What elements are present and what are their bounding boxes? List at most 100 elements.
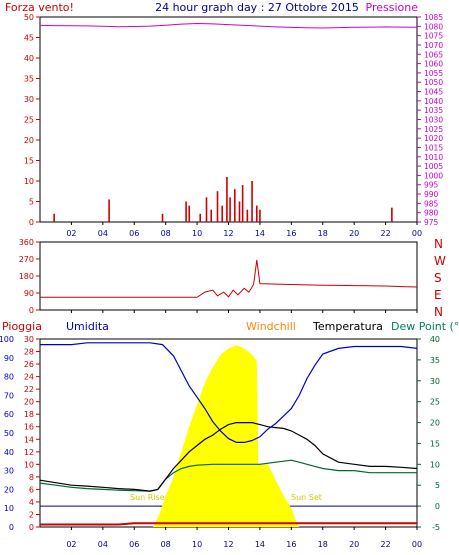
- wind-bar: [233, 189, 236, 222]
- rain-tick-label: 18: [24, 410, 34, 419]
- compass-label: E: [434, 288, 442, 302]
- wind-bar: [251, 181, 253, 222]
- wind-tick-label: 5: [29, 198, 34, 207]
- rain-tick-label: 10: [24, 460, 34, 469]
- temp-tick-label: 0: [435, 502, 440, 511]
- rain-tick-label: 8: [29, 473, 34, 482]
- x-tick-label: 22: [380, 540, 390, 549]
- x-tick-label: 12: [223, 229, 233, 238]
- rain-tick-label: 4: [29, 498, 34, 507]
- pressure-tick-label: 1060: [424, 60, 443, 69]
- pressure-tick-label: 1065: [424, 50, 443, 59]
- temp-tick-label: 40: [430, 335, 440, 344]
- humidity-tick-label: 20: [4, 485, 14, 494]
- pressure-tick-label: 1025: [424, 125, 443, 134]
- rain-tick-label: 30: [24, 335, 34, 344]
- wind-tick-label: 40: [24, 54, 34, 63]
- graph-title: 24 hour graph day : 27 Ottobre 2015: [155, 1, 359, 14]
- wind-tick-label: 10: [24, 177, 34, 186]
- rain-tick-label: 0: [29, 523, 34, 532]
- humidity-tick-label: 50: [4, 429, 14, 438]
- legend-temperature: Temperatura: [312, 320, 383, 333]
- wind-bar: [255, 205, 258, 222]
- wind-tick-label: 50: [24, 13, 34, 22]
- wind-direction-line: [40, 259, 418, 298]
- x-tick-label: 06: [129, 229, 139, 238]
- x-tick-label: 08: [161, 229, 171, 238]
- temp-tick-label: 15: [430, 439, 440, 448]
- pressure-tick-label: 990: [424, 190, 439, 199]
- wind-bar: [241, 185, 244, 222]
- compass-label: N: [434, 237, 443, 251]
- x-tick-label: 10: [192, 229, 202, 238]
- x-tick-label: 14: [255, 229, 265, 238]
- x-tick-label: 12: [223, 540, 233, 549]
- legend-humidity: Umidita: [66, 320, 109, 333]
- x-tick-label: 08: [161, 540, 171, 549]
- x-tick-label: 16: [286, 540, 296, 549]
- temp-tick-label: 35: [430, 356, 440, 365]
- wind-bar: [238, 201, 241, 222]
- rain-tick-label: 26: [24, 360, 34, 369]
- rain-tick-label: 20: [24, 398, 34, 407]
- temp-tick-label: 25: [430, 398, 440, 407]
- rain-tick-label: 22: [24, 385, 34, 394]
- x-tick-label: 22: [380, 229, 390, 238]
- rain-tick-label: 24: [24, 373, 34, 382]
- humidity-tick-label: 0: [9, 523, 14, 532]
- temp-tick-label: -5: [432, 523, 440, 532]
- direction-tick-label: 0: [29, 306, 34, 315]
- legend-rain: Pioggia: [2, 320, 42, 333]
- x-tick-label: 20: [349, 540, 359, 549]
- temp-tick-label: 20: [430, 419, 440, 428]
- pressure-tick-label: 1070: [424, 41, 443, 50]
- x-tick-label: 00: [412, 540, 422, 549]
- x-tick-label: 20: [349, 229, 359, 238]
- temp-tick-label: 30: [430, 377, 440, 386]
- rain-tick-label: 28: [24, 348, 34, 357]
- humidity-tick-label: 100: [0, 335, 14, 344]
- wind-bar: [185, 201, 187, 222]
- wind-bar: [199, 213, 202, 222]
- wind-bar: [229, 197, 231, 222]
- pressure-tick-label: 1040: [424, 97, 443, 106]
- humidity-tick-label: 70: [4, 391, 14, 400]
- wind-bar: [205, 197, 208, 222]
- chart-marks: 0510152025303540455097598098599099510001…: [0, 13, 446, 549]
- rain-tick-label: 14: [24, 435, 34, 444]
- direction-tick-label: 180: [19, 272, 34, 281]
- pressure-tick-label: 1055: [424, 69, 443, 78]
- sun-rise-label: Sun Rise: [130, 493, 165, 502]
- humidity-line: [40, 342, 418, 443]
- humidity-tick-label: 30: [4, 467, 14, 476]
- rain-tick-label: 6: [29, 485, 34, 494]
- temp-tick-label: 5: [435, 481, 440, 490]
- wind-tick-label: 0: [29, 218, 34, 227]
- sun-set-label: Sun Set: [291, 493, 322, 502]
- temperature-line: [39, 422, 418, 492]
- pressure-tick-label: 1075: [424, 32, 443, 41]
- pressure-tick-label: 1015: [424, 143, 443, 152]
- x-tick-label: 14: [255, 540, 265, 549]
- pressure-tick-label: 985: [424, 199, 439, 208]
- rain-line: [40, 522, 417, 526]
- pressure-line: [39, 22, 418, 29]
- pressure-tick-label: 1020: [424, 134, 443, 143]
- compass-label: N: [434, 305, 443, 319]
- x-tick-label: 18: [318, 229, 328, 238]
- x-tick-label: 16: [286, 229, 296, 238]
- humidity-tick-label: 90: [4, 354, 14, 363]
- wind-tick-label: 35: [24, 75, 34, 84]
- rain-tick-label: 12: [24, 448, 34, 457]
- compass-label: W: [434, 254, 446, 268]
- pressure-axis-title: Pressione: [366, 1, 419, 14]
- pressure-tick-label: 980: [424, 209, 439, 218]
- wind-bar: [221, 205, 224, 222]
- rain-tick-label: 2: [29, 510, 34, 519]
- direction-tick-label: 360: [19, 238, 34, 247]
- x-tick-label: 10: [192, 540, 202, 549]
- wind-bar: [391, 207, 393, 222]
- direction-tick-label: 90: [24, 289, 34, 298]
- x-tick-label: 04: [98, 229, 108, 238]
